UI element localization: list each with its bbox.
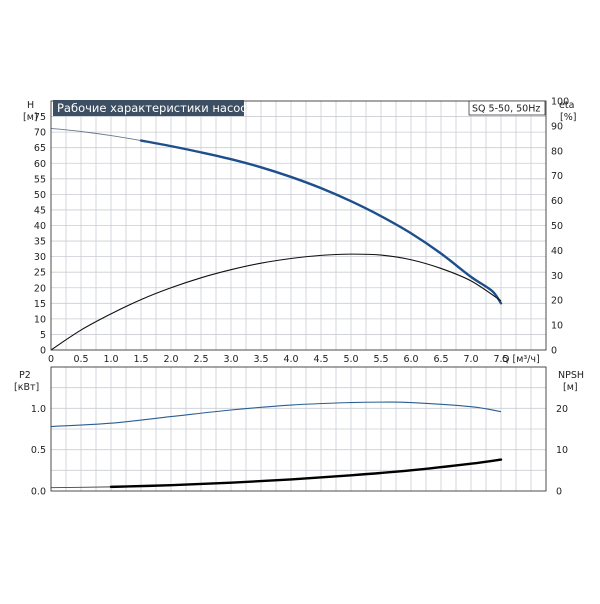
power-tick-label: 0.5 xyxy=(31,445,46,456)
x-tick-label: 3.0 xyxy=(223,354,238,365)
x-tick-label: 6.5 xyxy=(433,354,448,365)
x-tick-label: 6.0 xyxy=(403,354,418,365)
tick-labels-layer: 0 0.5 1.0 1.5 2.0 2.5 3.0 3.5 4.0 4.5 5.0 5.5 6.0 6.5… xyxy=(31,97,569,498)
npsh-axis-unit: [м] xyxy=(563,382,578,393)
head-tick-label: 20 xyxy=(34,283,46,294)
chart-title: Рабочие характеристики насоса xyxy=(57,101,254,115)
top-grid xyxy=(51,101,546,350)
eta-axis-label: eta xyxy=(559,100,574,111)
head-tick-label: 25 xyxy=(34,268,46,279)
head-curve-thin xyxy=(50,127,142,141)
x-tick-label: 4.0 xyxy=(283,354,298,365)
eta-tick-label: 10 xyxy=(551,321,563,332)
eta-tick-label: 60 xyxy=(551,196,563,207)
eta-tick-label: 20 xyxy=(551,296,563,307)
power-axis-label: P2 xyxy=(19,370,31,381)
power-curve-thin xyxy=(50,486,112,489)
head-tick-label: 40 xyxy=(34,221,46,232)
head-tick-label: 60 xyxy=(34,159,46,170)
bottom-plot-frame xyxy=(50,366,547,492)
x-tick-label: 1.5 xyxy=(133,354,148,365)
top-plot-frame xyxy=(50,100,547,351)
x-tick-label: 2.0 xyxy=(163,354,178,365)
x-tick-label: 0.5 xyxy=(73,354,88,365)
head-tick-label: 70 xyxy=(34,128,46,139)
eta-tick-label: 30 xyxy=(551,271,563,282)
head-tick-label: 45 xyxy=(34,205,46,216)
efficiency-curve xyxy=(50,253,502,351)
head-tick-label: 35 xyxy=(34,237,46,248)
x-tick-label: 5.0 xyxy=(343,354,358,365)
head-tick-label: 75 xyxy=(34,112,46,123)
title-banner xyxy=(53,100,244,116)
model-label: SQ 5-50, 50Hz xyxy=(472,104,540,115)
head-tick-label: 5 xyxy=(40,330,46,341)
head-axis-unit: [м] xyxy=(23,112,38,123)
model-label-box xyxy=(468,100,546,116)
bottom-grid xyxy=(51,367,546,491)
power-axis-unit: [кВт] xyxy=(14,382,39,393)
x-tick-label: 3.5 xyxy=(253,354,268,365)
curves-layer xyxy=(50,127,503,489)
eta-tick-label: 0 xyxy=(551,346,557,357)
eta-axis-unit: [%] xyxy=(560,112,576,123)
head-tick-label: 50 xyxy=(34,190,46,201)
eta-tick-label: 50 xyxy=(551,221,563,232)
x-tick-label: 5.5 xyxy=(373,354,388,365)
head-tick-label: 65 xyxy=(34,143,46,154)
head-tick-label: 15 xyxy=(34,299,46,310)
head-tick-label: 30 xyxy=(34,252,46,263)
power-tick-label: 1.0 xyxy=(31,404,46,415)
head-tick-label: 10 xyxy=(34,314,46,325)
power-curve xyxy=(109,458,503,489)
head-tick-label: 0 xyxy=(40,346,46,357)
x-tick-label: 2.5 xyxy=(193,354,208,365)
head-curve xyxy=(139,139,503,305)
eta-tick-label: 70 xyxy=(551,171,563,182)
x-tick-label: 4.5 xyxy=(313,354,328,365)
npsh-tick-label: 10 xyxy=(556,445,568,456)
npsh-axis-label: NPSH xyxy=(558,370,584,381)
eta-tick-label: 40 xyxy=(551,246,563,257)
x-tick-label: 7.5 xyxy=(493,354,508,365)
npsh-curve xyxy=(50,401,502,428)
x-tick-label: 1.0 xyxy=(103,354,118,365)
flow-axis-label: Q [м³/ч] xyxy=(502,354,540,365)
head-tick-label: 55 xyxy=(34,174,46,185)
x-tick-label: 0 xyxy=(48,354,54,365)
eta-tick-label: 80 xyxy=(551,146,563,157)
eta-tick-label: 100 xyxy=(551,97,569,108)
eta-tick-label: 90 xyxy=(551,121,563,132)
npsh-tick-label: 0 xyxy=(556,487,562,498)
head-axis-label: H xyxy=(27,100,34,111)
x-tick-label: 7.0 xyxy=(463,354,478,365)
power-tick-label: 0.0 xyxy=(31,487,46,498)
npsh-tick-label: 20 xyxy=(556,404,568,415)
